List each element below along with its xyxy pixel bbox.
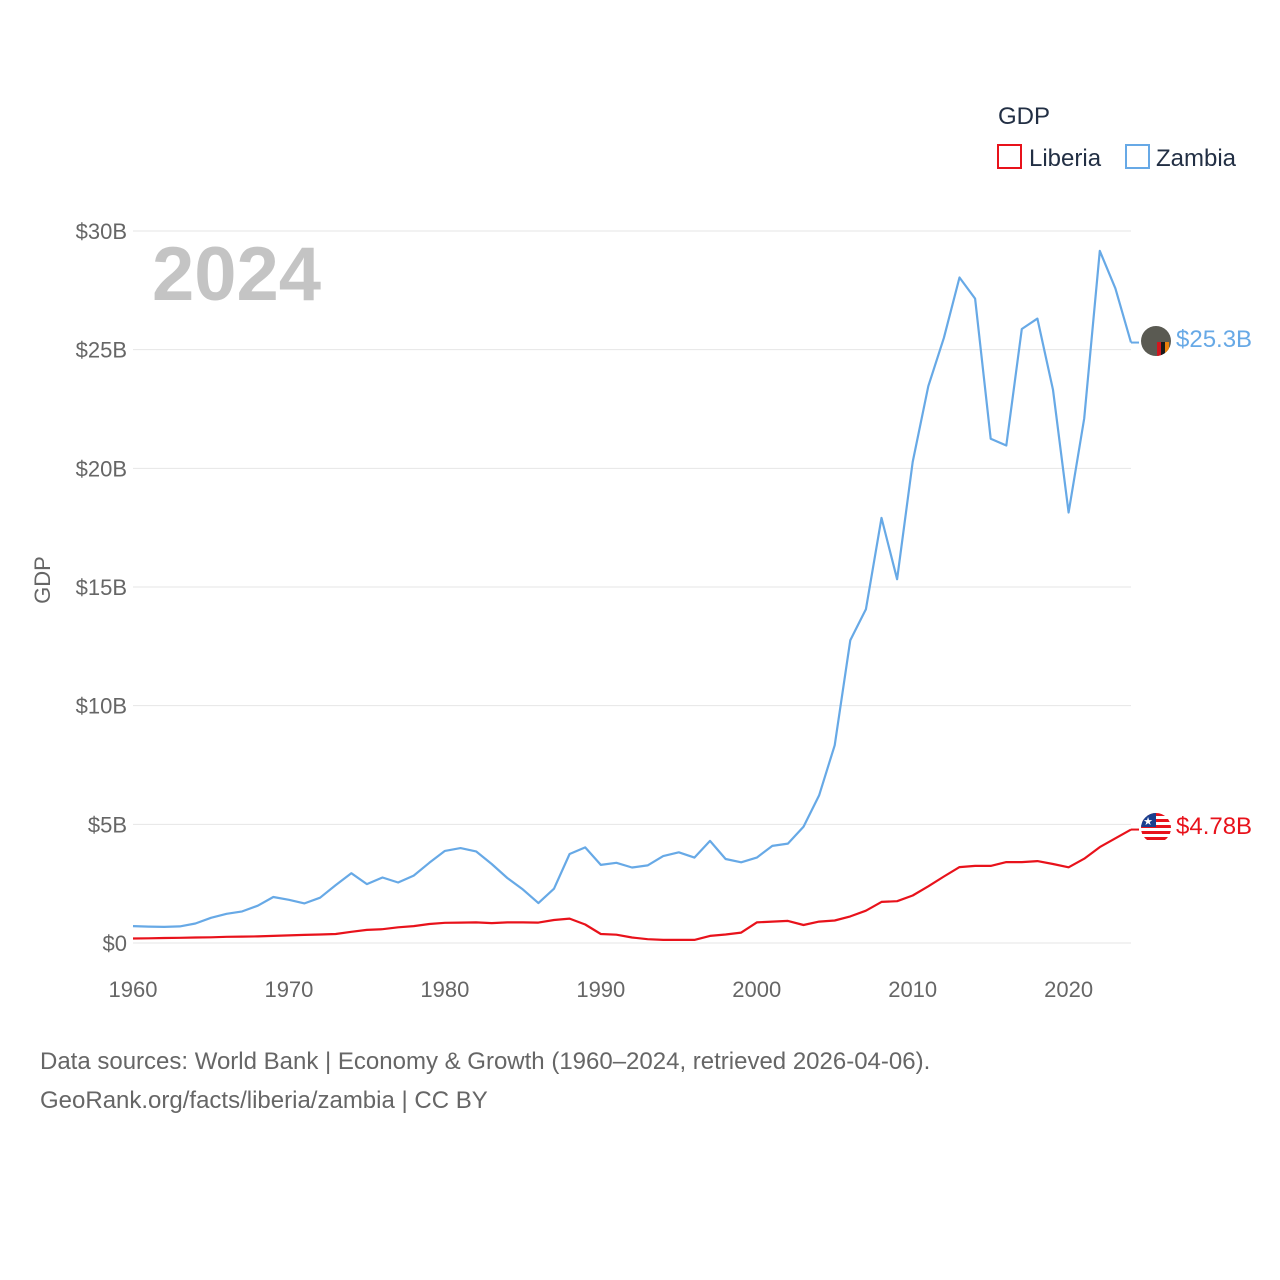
y-tick-label: $10B [76, 694, 127, 719]
year-watermark: 2024 [152, 232, 321, 317]
series-line-zambia[interactable] [132, 249, 1133, 929]
x-tick-label: 1980 [420, 977, 469, 1002]
x-tick-label: 1990 [576, 977, 625, 1002]
x-tick-label: 2020 [1044, 977, 1093, 1002]
chart-footer: Data sources: World Bank | Economy & Gro… [40, 1042, 930, 1120]
gridlines [133, 230, 1131, 944]
x-tick-label: 1960 [109, 977, 158, 1002]
svg-text:★: ★ [1143, 815, 1153, 828]
legend: GDP Liberia Zambia [997, 103, 1237, 172]
attribution-note: GeoRank.org/facts/liberia/zambia | CC BY [40, 1087, 488, 1114]
liberia-flag-icon: ★ [1141, 813, 1171, 843]
y-tick-label: $25B [76, 338, 127, 363]
end-value-label-zambia: $25.3B [1176, 326, 1252, 353]
y-tick-label: $15B [76, 575, 127, 600]
x-tick-label: 2000 [732, 977, 781, 1002]
legend-title: GDP [998, 103, 1050, 130]
series-line-liberia[interactable] [132, 828, 1132, 942]
end-value-label-liberia: $4.78B [1176, 813, 1252, 840]
x-tick-label: 2010 [888, 977, 937, 1002]
x-axis-ticks: 1960 1970 1980 1990 2000 2010 2020 [109, 977, 1094, 1002]
data-source-note: Data sources: World Bank | Economy & Gro… [40, 1048, 931, 1075]
series-lines [132, 249, 1139, 942]
x-tick-label: 1970 [264, 977, 313, 1002]
legend-swatch-zambia[interactable] [1125, 144, 1150, 169]
y-tick-label: $0 [103, 931, 127, 956]
y-axis-label: GDP [30, 556, 55, 604]
y-tick-label: $30B [76, 219, 127, 244]
legend-label-zambia[interactable]: Zambia [1156, 145, 1237, 172]
y-tick-label: $20B [76, 456, 127, 481]
y-axis-ticks: $0 $5B $10B $15B $20B $25B $30B [76, 219, 127, 956]
y-tick-label: $5B [88, 812, 127, 837]
gdp-line-chart: $0$5B$10B$15B$20B$25B$30B 1960 1970 1980 19… [30, 103, 1252, 1002]
legend-label-liberia[interactable]: Liberia [1029, 145, 1102, 172]
legend-swatch-liberia[interactable] [997, 144, 1022, 169]
zambia-flag-icon [1141, 326, 1171, 356]
